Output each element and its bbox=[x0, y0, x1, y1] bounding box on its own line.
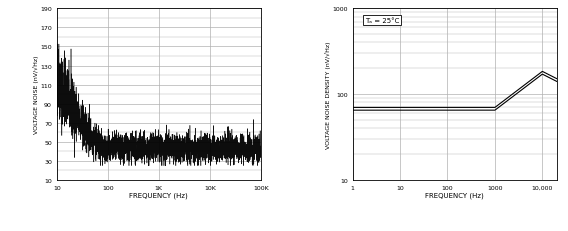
X-axis label: FREQUENCY (Hz): FREQUENCY (Hz) bbox=[425, 191, 484, 198]
X-axis label: FREQUENCY (Hz): FREQUENCY (Hz) bbox=[130, 191, 188, 198]
Y-axis label: VOLTAGE NOISE DENSITY (nV/√Hz): VOLTAGE NOISE DENSITY (nV/√Hz) bbox=[325, 41, 331, 148]
Text: Tₐ = 25°C: Tₐ = 25°C bbox=[365, 18, 399, 24]
Y-axis label: VOLTAGE NOISE (nV/√Hz): VOLTAGE NOISE (nV/√Hz) bbox=[33, 56, 39, 134]
